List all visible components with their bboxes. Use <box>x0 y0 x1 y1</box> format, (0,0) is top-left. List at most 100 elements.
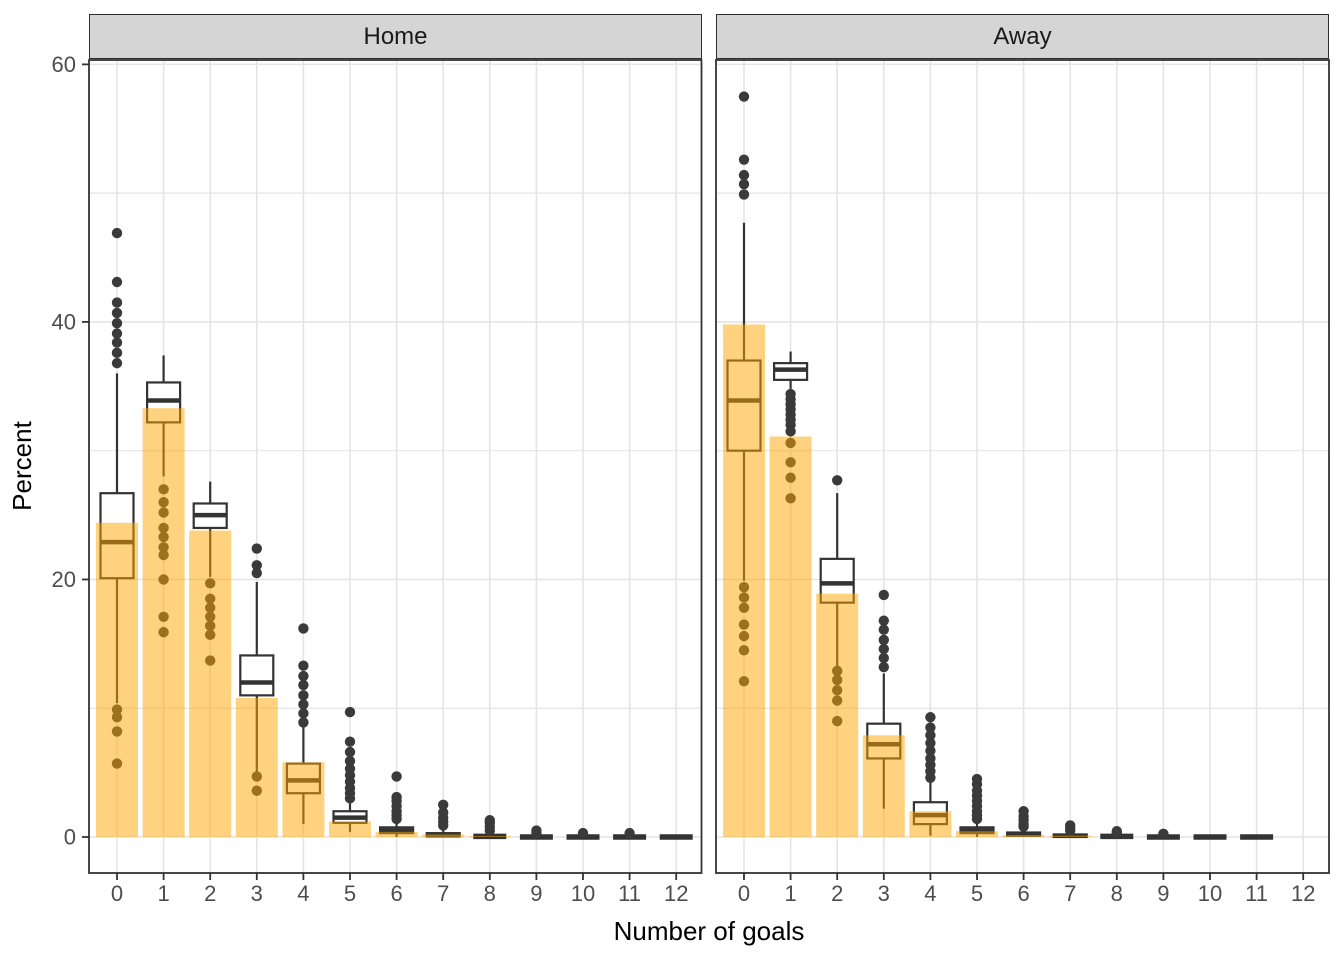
outlier-dot <box>298 679 309 691</box>
outlier-dot <box>878 589 889 601</box>
x-tick-label: 5 <box>344 881 356 906</box>
percent-bar <box>142 408 185 837</box>
x-tick-label: 1 <box>157 881 169 906</box>
x-tick-label: 8 <box>1111 881 1123 906</box>
outlier-dot <box>1111 826 1123 837</box>
x-tick-label: 2 <box>831 881 843 906</box>
outlier-dot <box>1018 806 1029 817</box>
x-tick-label: 12 <box>1291 881 1315 906</box>
outlier-dot <box>111 328 123 339</box>
outlier-dot <box>111 337 123 348</box>
outlier-dot <box>1158 828 1169 839</box>
x-tick-label: 0 <box>111 881 123 906</box>
outlier-dot <box>738 154 750 165</box>
outlier-dot <box>785 426 796 437</box>
x-tick-label: 3 <box>878 881 890 906</box>
outlier-dot <box>878 634 889 646</box>
percent-bar <box>909 811 952 837</box>
outlier-dot <box>878 643 889 655</box>
boxplot-box <box>239 654 275 697</box>
percent-bar <box>862 735 905 837</box>
outlier-dot <box>251 560 262 571</box>
x-tick-label: 1 <box>784 881 796 906</box>
outlier-dot <box>878 615 889 626</box>
facet-strip-home-label: Home <box>363 22 428 50</box>
x-tick-label: 8 <box>484 881 496 906</box>
percent-bar <box>235 697 278 837</box>
panel-border <box>88 59 703 874</box>
outlier-dot <box>878 624 889 635</box>
facet-strip-home: Home <box>89 14 702 59</box>
x-tick-label: 7 <box>437 881 449 906</box>
outlier-dot <box>624 827 635 839</box>
x-tick-label: 11 <box>1245 881 1268 906</box>
outlier-dot <box>111 297 123 308</box>
outlier-dot <box>925 745 936 756</box>
outlier-dot <box>111 276 123 288</box>
outlier-dot <box>438 799 449 811</box>
outlier-dot <box>298 670 309 682</box>
outlier-dot <box>925 753 936 764</box>
outlier-dot <box>344 763 356 774</box>
percent-bar <box>1002 835 1045 837</box>
percent-bar <box>329 821 371 837</box>
percent-bar <box>816 593 859 837</box>
outlier-dot <box>925 737 936 749</box>
outlier-dot <box>531 825 542 836</box>
outlier-dot <box>438 807 449 818</box>
outlier-dot <box>111 227 123 239</box>
outlier-dot <box>391 771 402 782</box>
outlier-dot <box>344 736 356 747</box>
outlier-dot <box>344 746 356 758</box>
outlier-dot <box>298 708 309 719</box>
outlier-dot <box>344 755 356 767</box>
outlier-dot <box>878 661 889 673</box>
outlier-dot <box>111 357 123 369</box>
percent-bar <box>468 836 511 837</box>
percent-bar <box>375 831 418 837</box>
y-tick-label: 0 <box>64 825 76 850</box>
x-tick-label: 9 <box>1157 881 1169 906</box>
x-tick-label: 7 <box>1064 881 1076 906</box>
outlier-dot <box>738 169 750 181</box>
outlier-dot <box>298 660 309 671</box>
outlier-dot <box>878 652 889 664</box>
percent-bar <box>189 530 232 837</box>
x-tick-label: 6 <box>1017 881 1029 906</box>
percent-bar <box>422 834 465 837</box>
facet-strip-away-label: Away <box>993 22 1052 50</box>
x-tick-label: 12 <box>664 881 688 906</box>
outlier-dot <box>298 690 309 701</box>
percent-bar <box>769 436 812 837</box>
x-tick-label: 5 <box>971 881 983 906</box>
outlier-dot <box>925 712 936 723</box>
x-tick-label: 3 <box>251 881 263 906</box>
outlier-dot <box>298 623 309 634</box>
outlier-dot <box>111 307 123 319</box>
outlier-dot <box>111 318 123 329</box>
panel-border <box>715 59 1330 874</box>
percent-bar <box>282 762 325 837</box>
outlier-dot <box>925 730 936 741</box>
outlier-dot <box>484 815 495 826</box>
percent-bar <box>1049 835 1092 837</box>
outlier-dot <box>738 189 750 200</box>
y-tick-label: 60 <box>52 52 76 77</box>
x-tick-label: 2 <box>204 881 216 906</box>
y-tick-label: 20 <box>52 567 76 592</box>
outlier-dot <box>925 722 936 733</box>
percent-bar <box>96 522 138 837</box>
outlier-dot <box>111 347 123 359</box>
percent-bar <box>723 324 765 838</box>
outlier-dot <box>738 178 750 190</box>
x-tick-label: 6 <box>390 881 402 906</box>
x-tick-label: 0 <box>738 881 750 906</box>
x-axis-title: Number of goals <box>613 916 805 946</box>
outlier-dot <box>251 567 262 579</box>
x-tick-label: 4 <box>297 881 309 906</box>
facet-strip-away: Away <box>716 14 1329 59</box>
outlier-dot <box>391 791 402 803</box>
x-tick-label: 4 <box>924 881 936 906</box>
